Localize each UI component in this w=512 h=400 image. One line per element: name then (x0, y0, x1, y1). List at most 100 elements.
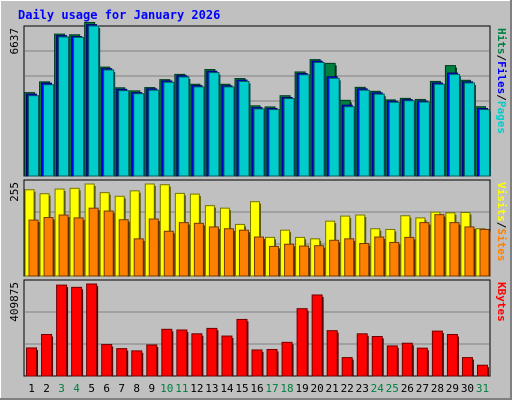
bar-kbytes-day-15 (236, 318, 248, 377)
bar-shadow (126, 350, 129, 376)
legend-separator: / (495, 55, 508, 62)
day-label-2: 2 (43, 382, 50, 395)
bar-shadow (338, 242, 341, 276)
bar-pages-day-17 (268, 109, 280, 177)
bar-pages-day-14 (223, 86, 235, 177)
bar-pages-day-9 (148, 89, 160, 177)
bar-shadow (368, 245, 371, 276)
bar-sites-day-17 (269, 245, 280, 277)
bar-shadow (201, 335, 204, 376)
series-pages (28, 25, 491, 177)
bar-shadow (141, 352, 144, 376)
day-label-15: 15 (235, 382, 248, 395)
bar-shadow (323, 247, 326, 276)
bar-kbytes-day-8 (131, 350, 143, 377)
bar-shadow (139, 192, 141, 276)
bar-shadow (457, 336, 459, 376)
bar-sites-day-12 (193, 222, 204, 277)
bar-kbytes-day-10 (161, 328, 173, 377)
axis-legend: KBytes (495, 282, 508, 322)
bar-shadow (83, 219, 85, 276)
bar-kbytes-day-4 (71, 286, 83, 377)
bar-shadow (188, 224, 190, 276)
bar-shadow (38, 97, 41, 176)
bar-shadow (414, 102, 416, 176)
day-label-20: 20 (311, 382, 324, 395)
bar-pages-day-7 (118, 90, 130, 177)
bar-shadow (158, 221, 160, 276)
bar-shadow (354, 108, 356, 176)
bar-kbytes-day-29 (446, 333, 458, 377)
bar-pages-day-10 (163, 81, 175, 177)
day-label-9: 9 (148, 382, 155, 395)
bar-shadow (293, 246, 296, 276)
bar-sites-day-5 (88, 207, 99, 277)
bar-shadow (231, 338, 234, 376)
bar-shadow (68, 217, 70, 276)
bar-shadow (263, 239, 265, 276)
bar-shadow (473, 228, 476, 276)
bar-kbytes-day-5 (86, 283, 98, 377)
bar-shadow (384, 96, 386, 176)
bar-kbytes-day-27 (416, 347, 428, 377)
bar-sites-day-28 (434, 214, 445, 277)
bar-sites-day-26 (404, 236, 415, 277)
ymax-label: 409875 (8, 282, 21, 322)
day-label-19: 19 (295, 382, 308, 395)
bar-kbytes-day-17 (266, 349, 278, 377)
bar-sites-day-20 (314, 245, 325, 277)
bar-sites-day-16 (254, 236, 264, 277)
bar-pages-day-29 (448, 73, 460, 177)
day-label-7: 7 (118, 382, 125, 395)
bar-pages-day-5 (88, 25, 100, 177)
bar-shadow (292, 344, 294, 376)
bar-pages-day-19 (298, 74, 310, 177)
bar-sites-day-29 (449, 222, 460, 277)
bar-pages-day-3 (58, 36, 70, 177)
bar-shadow (428, 224, 431, 276)
legend-pages: Pages (495, 101, 508, 134)
bar-sites-day-3 (58, 214, 69, 277)
bar-pages-day-27 (418, 101, 430, 177)
day-label-23: 23 (356, 382, 369, 395)
day-label-28: 28 (431, 382, 444, 395)
bar-kbytes-day-31 (476, 364, 488, 377)
panel-visits-sites: 255 Visits/Sites (8, 179, 508, 277)
bar-kbytes-day-11 (176, 329, 188, 377)
bar-shadow (337, 332, 339, 376)
bar-shadow (367, 335, 369, 376)
bar-shadow (489, 111, 491, 176)
day-label-8: 8 (133, 382, 140, 395)
bar-pages-day-24 (373, 93, 385, 177)
day-label-24: 24 (371, 382, 385, 395)
bar-shadow (68, 38, 71, 176)
bar-kbytes-day-9 (146, 344, 158, 377)
day-label-6: 6 (103, 382, 110, 395)
day-label-11: 11 (175, 382, 188, 395)
bar-shadow (322, 296, 324, 376)
bar-sites-day-2 (43, 217, 54, 277)
bar-kbytes-day-2 (41, 333, 53, 377)
bar-kbytes-day-7 (116, 348, 128, 377)
bar-shadow (459, 76, 461, 176)
bar-shadow (277, 351, 279, 376)
bar-shadow (309, 76, 311, 176)
bar-shadow (474, 84, 476, 176)
bar-shadow (218, 74, 221, 176)
axis-legend: Visits/Sites (495, 182, 508, 262)
bar-shadow (339, 80, 341, 176)
bar-shadow (83, 39, 86, 176)
legend-hits: Hits (495, 28, 508, 55)
legend-separator: / (495, 94, 508, 101)
bar-pages-day-16 (253, 108, 265, 177)
bar-shadow (246, 321, 249, 376)
bar-shadow (218, 228, 220, 276)
bar-pages-day-2 (43, 84, 55, 177)
bar-pages-day-28 (433, 83, 445, 177)
bar-shadow (248, 232, 250, 276)
bar-sites-day-22 (344, 238, 355, 277)
bar-sites-day-19 (299, 245, 310, 277)
bar-pages-day-26 (403, 100, 415, 177)
bar-pages-day-11 (178, 76, 190, 177)
bar-shadow (111, 346, 114, 376)
